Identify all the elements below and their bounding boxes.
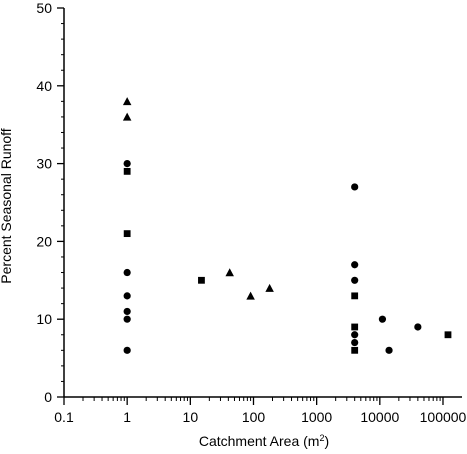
y-tick-label: 30	[36, 156, 52, 172]
data-point-circle	[123, 315, 131, 323]
x-tick-label: 10000	[360, 409, 399, 425]
data-point-circle	[351, 276, 359, 284]
x-tick-label: 100000	[420, 409, 467, 425]
y-tick-label: 20	[36, 233, 52, 249]
x-axis-title: Catchment Area (m2)	[199, 433, 329, 449]
y-tick-label: 50	[36, 0, 52, 16]
x-tick-label: 1000	[301, 409, 332, 425]
data-point-circle	[123, 268, 131, 277]
x-tick-label: 100	[242, 409, 266, 425]
data-point-circle	[123, 346, 131, 354]
data-point-circle	[351, 261, 359, 269]
y-tick-label: 40	[36, 78, 52, 94]
data-point-circle	[123, 307, 131, 316]
data-point-square	[123, 230, 131, 238]
data-point-square	[351, 292, 359, 300]
axes	[63, 8, 462, 398]
x-axis-title-close: )	[324, 433, 329, 449]
x-axis-title-superscript: 2	[319, 433, 324, 443]
y-tick-label: 0	[44, 389, 52, 405]
data-point-triangle	[122, 112, 132, 121]
axis-ticks: 0 10 20 30 40 50 0.1 1 10 100 1000 10000 100000	[36, 0, 466, 425]
data-point-circle	[351, 338, 359, 347]
data-point-square	[351, 323, 359, 331]
data-point-circle	[123, 292, 131, 300]
data-point-circle	[385, 346, 393, 354]
data-point-circle	[414, 323, 422, 331]
data-point-square	[198, 276, 205, 284]
x-tick-label: 0.1	[54, 409, 74, 425]
data-point-square	[351, 346, 359, 354]
x-axis-title-main: Catchment Area (m	[199, 433, 320, 449]
data-point-square	[444, 331, 452, 339]
data-point-triangle	[122, 97, 132, 106]
data-point-triangle	[265, 283, 274, 292]
data-point-circle	[351, 183, 359, 191]
data-point-square	[123, 167, 131, 175]
data-point-circle	[123, 160, 131, 168]
y-tick-label: 10	[36, 311, 52, 327]
data-point-circle	[378, 315, 387, 323]
x-tick-label: 1	[123, 409, 131, 425]
data-point-triangle	[246, 291, 255, 300]
data-point-circle	[351, 331, 359, 339]
x-tick-label: 10	[183, 409, 199, 425]
data-point-triangle	[225, 268, 234, 277]
data-points	[122, 97, 452, 354]
y-axis-title: Percent Seasonal Runoff	[0, 128, 14, 284]
